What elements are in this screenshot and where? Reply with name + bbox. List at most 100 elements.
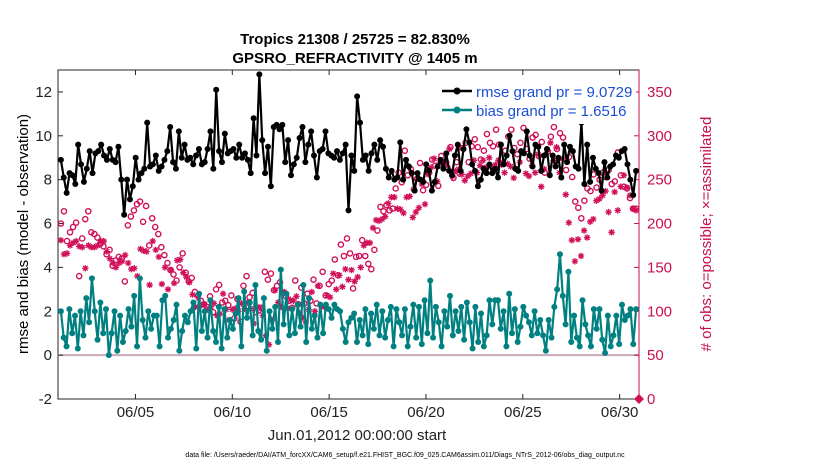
bias-point [379, 308, 386, 315]
rmse-point [351, 167, 358, 174]
rmse-point [592, 165, 599, 172]
bias-point [339, 325, 346, 332]
bias-point [125, 306, 132, 313]
rmse-point [282, 159, 289, 166]
bias-point [117, 312, 124, 319]
rmse-point [492, 165, 499, 172]
rmse-point [457, 167, 464, 174]
rmse-point [466, 139, 473, 146]
assimilated-obs-point [85, 242, 92, 249]
assimilated-obs-point [565, 219, 572, 226]
rmse-point [454, 141, 461, 148]
bias-point [435, 319, 442, 326]
bias-point [590, 306, 597, 313]
rmse-point [210, 165, 217, 172]
assimilated-obs-point [354, 273, 361, 281]
possible-obs-point [127, 213, 135, 220]
bias-point [424, 330, 431, 337]
bias-point [139, 317, 146, 324]
x-axis-label: Jun.01,2012 00:00:00 start [268, 427, 447, 444]
bias-point [461, 336, 468, 343]
bias-point [277, 266, 284, 273]
bias-point [193, 345, 200, 352]
rmse-point [426, 167, 433, 174]
assimilated-obs-point [137, 245, 144, 253]
rmse-point [175, 128, 182, 135]
assimilated-obs-point [580, 227, 588, 234]
rmse-point [601, 159, 608, 166]
rmse-point [566, 143, 573, 150]
assimilated-obs-point [608, 229, 615, 236]
assimilated-obs-point [229, 306, 236, 313]
possible-obs-point [377, 203, 384, 211]
rmse-point [506, 132, 513, 139]
possible-obs-point [489, 143, 497, 150]
assimilated-obs-point [602, 187, 609, 195]
rmse-point [549, 152, 556, 159]
bias-point [545, 317, 552, 324]
bias-point [181, 312, 188, 319]
assimilated-obs-point [79, 244, 86, 251]
bias-point [616, 341, 623, 348]
assimilated-obs-point [599, 192, 606, 199]
assimilated-obs-point [452, 167, 459, 175]
assimilated-obs-point [470, 157, 478, 164]
assimilated-obs-point [430, 155, 438, 162]
rmse-point [193, 152, 200, 159]
bias-point [452, 308, 459, 315]
rmse-point [558, 174, 565, 181]
possible-obs-point [349, 285, 357, 292]
rmse-point [299, 124, 306, 131]
bias-point [478, 310, 485, 317]
possible-obs-point [142, 202, 150, 210]
bias-point [148, 325, 155, 332]
possible-obs-point [517, 139, 524, 147]
bias-point [227, 317, 234, 324]
assimilated-obs-point [507, 163, 514, 170]
assimilated-obs-point [293, 293, 300, 300]
assimilated-obs-point [547, 139, 554, 147]
possible-obs-point [84, 207, 92, 215]
rmse-point [233, 154, 240, 161]
rmse-point [267, 183, 274, 190]
y-tick-right-label: 150 [647, 259, 672, 276]
y-axis-right: 0 50 100 150 200 250 300 350 [634, 70, 672, 408]
bias-point [418, 341, 425, 348]
possible-obs-point [480, 147, 488, 155]
assimilated-obs-point [577, 252, 585, 260]
bias-point [514, 338, 521, 345]
x-tick-label: 06/10 [214, 404, 252, 421]
rmse-point [132, 154, 139, 161]
rmse-point [377, 137, 384, 144]
possible-obs-point [221, 297, 229, 305]
y-tick-right-label: 50 [647, 347, 664, 364]
rmse-point [474, 183, 481, 190]
bias-point [111, 308, 118, 315]
assimilated-obs-point [121, 251, 129, 259]
possible-obs-point [352, 253, 360, 261]
possible-obs-point [401, 147, 409, 155]
bias-point [370, 325, 377, 332]
bias-point [291, 330, 298, 337]
possible-obs-point [310, 276, 317, 283]
rmse-point [411, 187, 418, 194]
rmse-point [451, 152, 458, 159]
assimilated-obs-point [152, 246, 159, 254]
bias-point [447, 292, 454, 299]
possible-obs-point [355, 252, 363, 260]
possible-obs-point [587, 187, 594, 195]
possible-obs-point [483, 130, 491, 138]
rmse-point [503, 152, 510, 159]
bias-point [568, 338, 575, 345]
bias-point [511, 306, 518, 313]
rmse-point [357, 119, 364, 126]
assimilated-obs-point [351, 278, 358, 285]
bias-point [229, 325, 236, 332]
bias-point [286, 332, 293, 339]
rmse-point [141, 165, 148, 172]
possible-obs-point [346, 250, 354, 257]
bias-point [523, 312, 530, 319]
rmse-point [400, 176, 407, 183]
y-tick-left-label: 10 [35, 128, 52, 145]
bias-point [91, 308, 98, 315]
